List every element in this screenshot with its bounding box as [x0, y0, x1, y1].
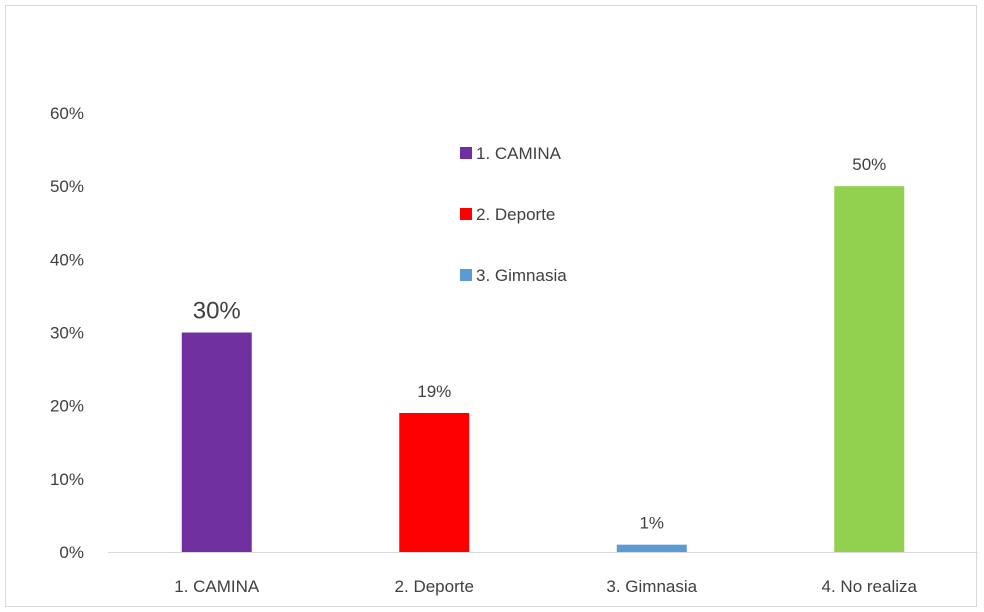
- legend-swatch: [460, 147, 472, 159]
- legend-label: 1. CAMINA: [476, 144, 562, 163]
- data-label: 19%: [417, 382, 451, 401]
- legend-item: 1. CAMINA: [460, 144, 562, 163]
- x-tick-label: 4. No realiza: [822, 577, 918, 596]
- chart-frame: [5, 5, 977, 607]
- data-label: 30%: [193, 298, 241, 325]
- data-label: 50%: [852, 155, 886, 174]
- legend-swatch: [460, 208, 472, 220]
- bars: [181, 186, 905, 552]
- y-tick-label: 60%: [50, 104, 84, 123]
- data-label: 1%: [639, 514, 664, 533]
- bar: [181, 332, 252, 552]
- x-tick-label: 3. Gimnasia: [606, 577, 697, 596]
- x-tick-label: 2. Deporte: [395, 577, 474, 596]
- legend-label: 2. Deporte: [476, 205, 555, 224]
- legend-item: 3. Gimnasia: [460, 266, 567, 285]
- x-axis: 1. CAMINA 2. Deporte 3. Gimnasia 4. No real…: [108, 552, 978, 596]
- y-tick-label: 40%: [50, 250, 84, 269]
- legend-label: 3. Gimnasia: [476, 266, 567, 285]
- bar: [399, 412, 470, 552]
- legend-item: 2. Deporte: [460, 205, 555, 224]
- y-tick-label: 50%: [50, 177, 84, 196]
- y-tick-label: 20%: [50, 397, 84, 416]
- legend-swatch: [460, 269, 472, 281]
- legend: 1. CAMINA 2. Deporte 3. Gimnasia: [460, 144, 567, 285]
- bar: [616, 544, 687, 552]
- y-tick-label: 30%: [50, 324, 84, 343]
- data-labels: 30% 19% 1% 50%: [193, 155, 887, 533]
- y-axis: 0% 10% 20% 30% 40% 50% 60%: [50, 104, 84, 562]
- y-tick-label: 0%: [59, 543, 84, 562]
- y-tick-label: 10%: [50, 470, 84, 489]
- x-tick-label: 1. CAMINA: [174, 577, 260, 596]
- bar: [834, 186, 905, 552]
